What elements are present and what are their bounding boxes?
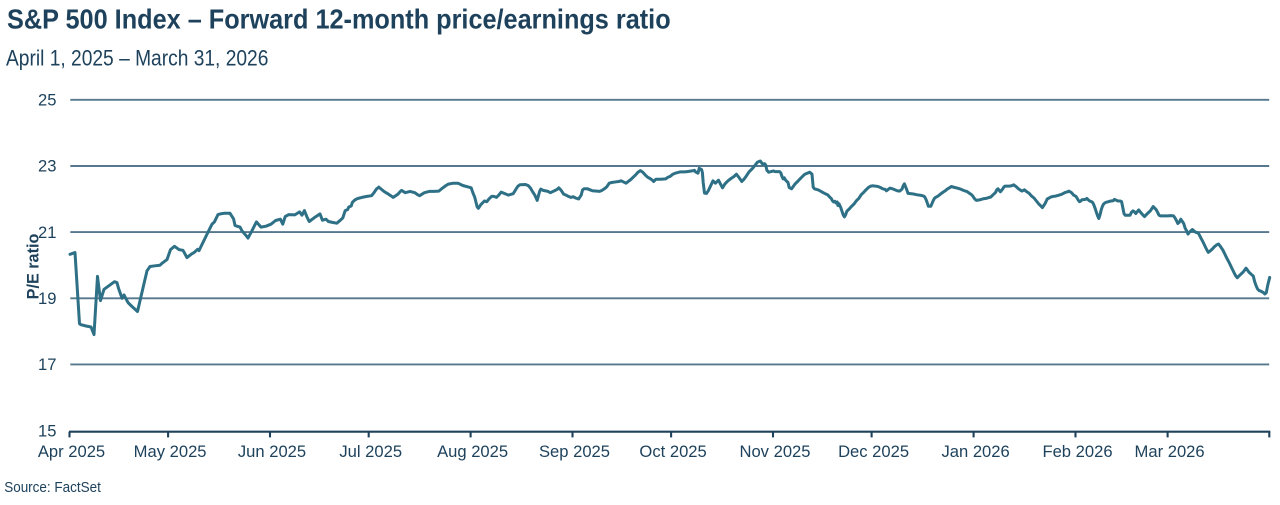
svg-text:Oct 2025: Oct 2025 <box>639 442 706 461</box>
svg-text:Feb 2026: Feb 2026 <box>1042 442 1112 461</box>
svg-text:Dec 2025: Dec 2025 <box>838 442 909 461</box>
svg-text:Source: FactSet: Source: FactSet <box>4 479 101 496</box>
svg-text:April 1, 2025 – March 31, 2026: April 1, 2025 – March 31, 2026 <box>6 46 268 71</box>
svg-text:S&P 500 Index – Forward 12-mon: S&P 500 Index – Forward 12-month price/e… <box>7 3 671 34</box>
svg-text:Sep 2025: Sep 2025 <box>539 442 610 461</box>
svg-text:Jan 2026: Jan 2026 <box>941 442 1009 461</box>
svg-text:15: 15 <box>38 421 56 440</box>
svg-text:P/E ratio: P/E ratio <box>24 234 42 300</box>
svg-text:Apr 2025: Apr 2025 <box>38 442 105 461</box>
svg-text:23: 23 <box>38 157 56 176</box>
svg-text:21: 21 <box>38 223 56 242</box>
svg-text:19: 19 <box>38 289 56 308</box>
svg-text:25: 25 <box>38 91 56 110</box>
svg-text:Mar 2026: Mar 2026 <box>1135 442 1205 461</box>
svg-text:May 2025: May 2025 <box>134 442 207 461</box>
svg-text:17: 17 <box>38 355 56 374</box>
svg-text:Jun 2025: Jun 2025 <box>238 442 306 461</box>
svg-text:Nov 2025: Nov 2025 <box>739 442 810 461</box>
svg-text:Jul 2025: Jul 2025 <box>339 442 402 461</box>
svg-text:Aug 2025: Aug 2025 <box>437 442 508 461</box>
